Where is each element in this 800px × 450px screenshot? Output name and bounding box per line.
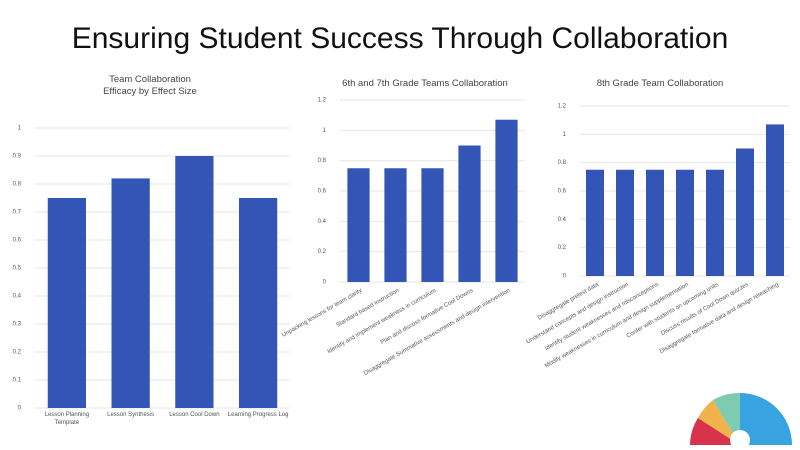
bar — [458, 145, 481, 282]
bar — [47, 198, 86, 408]
bar — [676, 169, 694, 276]
bar — [495, 119, 518, 282]
y-tick-label: 1 — [563, 132, 567, 138]
y-tick-label: 1 — [323, 128, 327, 134]
y-tick-label: 0.8 — [318, 158, 327, 164]
x-tick-label: Modify weaknesses in curriculum and desi… — [544, 282, 690, 370]
chart-title: 6th and 7th Grade Teams Collaboration — [342, 78, 508, 89]
y-tick-label: 0.7 — [13, 210, 22, 216]
bar — [421, 168, 444, 282]
bar — [646, 169, 664, 276]
slide-title: Ensuring Student Success Through Collabo… — [72, 22, 729, 55]
y-tick-label: 0.6 — [318, 189, 327, 195]
x-tick-label: Standard based instruction — [335, 288, 400, 329]
y-tick-label: 0.2 — [13, 350, 22, 356]
y-tick-label: 0.8 — [13, 182, 22, 188]
y-tick-label: 0.3 — [13, 322, 22, 328]
y-tick-label: 0.4 — [558, 217, 567, 223]
bar — [736, 148, 754, 276]
y-tick-label: 0.6 — [13, 238, 22, 244]
y-tick-label: 0.8 — [558, 160, 567, 166]
x-tick-label: Identify student weaknesses and misconce… — [544, 282, 660, 352]
y-tick-label: 0.6 — [558, 189, 567, 195]
bar — [239, 198, 278, 408]
y-tick-label: 0.4 — [13, 294, 22, 300]
bar — [616, 169, 634, 276]
y-tick-label: 0.4 — [318, 219, 327, 225]
x-tick-label: Lesson Planning Template — [44, 412, 90, 426]
y-tick-label: 0.1 — [13, 378, 22, 384]
y-tick-label: 0.2 — [318, 249, 327, 255]
y-tick-label: 1.2 — [318, 98, 327, 104]
x-tick-label-text: Lesson Synthesis — [107, 412, 155, 418]
bar — [111, 178, 150, 408]
y-tick-label: 1 — [18, 126, 22, 132]
x-tick-label-text: Lesson Cool Down — [169, 412, 220, 418]
bar — [384, 168, 407, 282]
y-tick-label: 0 — [18, 406, 22, 412]
gauge-decoration — [690, 392, 792, 450]
y-tick-label: 1.2 — [558, 104, 567, 110]
y-tick-label: 0 — [323, 280, 327, 286]
chart-title-text: Team Collaboration Efficacy by Effect Si… — [103, 74, 197, 97]
bar — [347, 168, 370, 282]
x-tick-label: Unpacking lessons for team clarity — [281, 288, 363, 339]
chart-title: Team Collaboration Efficacy by Effect Si… — [103, 74, 197, 97]
chart-title: 8th Grade Team Collaboration — [597, 78, 724, 89]
y-tick-label: 0.2 — [558, 245, 567, 251]
x-tick-label: Lesson Synthesis — [107, 412, 155, 418]
bar — [586, 169, 604, 276]
x-tick-label: Lesson Cool Down — [169, 412, 220, 418]
y-tick-label: 0.9 — [13, 154, 22, 160]
x-tick-label-text: Learning Progress Log — [227, 412, 289, 418]
x-tick-label: Learning Progress Log — [227, 412, 289, 418]
bar — [706, 169, 724, 276]
y-tick-label: 0.5 — [13, 266, 22, 272]
y-tick-label: 0 — [563, 274, 567, 280]
bar — [766, 124, 784, 277]
x-tick-label-text: Lesson Planning Template — [44, 412, 90, 426]
bar — [175, 156, 214, 408]
